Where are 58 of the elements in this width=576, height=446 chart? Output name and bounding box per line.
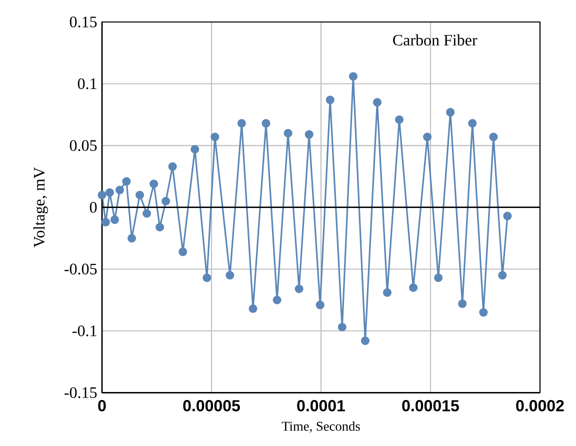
point — [136, 190, 144, 200]
point — [162, 196, 170, 206]
point — [458, 299, 467, 308]
point — [348, 72, 358, 81]
point — [101, 218, 110, 226]
point — [372, 98, 382, 107]
y-tick-label: -0.05 — [64, 264, 97, 275]
point — [423, 132, 432, 142]
y-tick-label: 0.1 — [78, 78, 96, 90]
point — [489, 132, 498, 142]
point — [316, 300, 324, 310]
point — [210, 132, 220, 142]
point — [128, 234, 136, 242]
point — [150, 180, 158, 188]
point — [468, 119, 477, 128]
y-tick-label: 0.05 — [70, 140, 97, 151]
x-tick-label: 0.00015 — [402, 400, 459, 412]
x-tick-label: 0.0002 — [516, 400, 564, 412]
point — [446, 108, 455, 116]
text: Carbon Fiber — [393, 34, 478, 46]
x-tick-label: 0.00005 — [183, 400, 240, 412]
point — [202, 273, 212, 282]
point — [156, 222, 164, 232]
x-tick-label: 0.0001 — [297, 400, 346, 412]
point — [110, 215, 119, 224]
point — [382, 288, 392, 297]
point — [237, 119, 246, 128]
point — [142, 209, 152, 218]
point — [326, 96, 334, 104]
point — [479, 308, 488, 317]
point — [395, 115, 404, 124]
x-axis-title: Time, Seconds — [282, 421, 360, 433]
point — [98, 190, 106, 200]
point — [284, 128, 292, 138]
point — [272, 296, 282, 304]
point — [503, 212, 512, 220]
point — [338, 322, 346, 332]
point — [248, 304, 258, 313]
point — [360, 336, 370, 346]
point — [304, 130, 314, 139]
point — [178, 248, 188, 256]
point — [434, 273, 443, 282]
point — [105, 188, 114, 197]
point — [190, 144, 200, 154]
y-tick-label: 0.15 — [70, 16, 97, 28]
y-tick-label: -0.15 — [64, 387, 97, 398]
point — [115, 186, 124, 194]
point — [294, 284, 304, 294]
point — [122, 177, 131, 186]
point — [409, 283, 418, 292]
y-tick-label: -0.1 — [72, 325, 96, 336]
y-tick-label: 0 — [90, 202, 97, 213]
point — [226, 271, 234, 280]
point — [168, 162, 177, 171]
point — [498, 271, 507, 280]
x-tick-label: 0 — [98, 400, 106, 412]
y-axis-title: Voltage, mV — [33, 167, 48, 248]
point — [262, 119, 270, 128]
